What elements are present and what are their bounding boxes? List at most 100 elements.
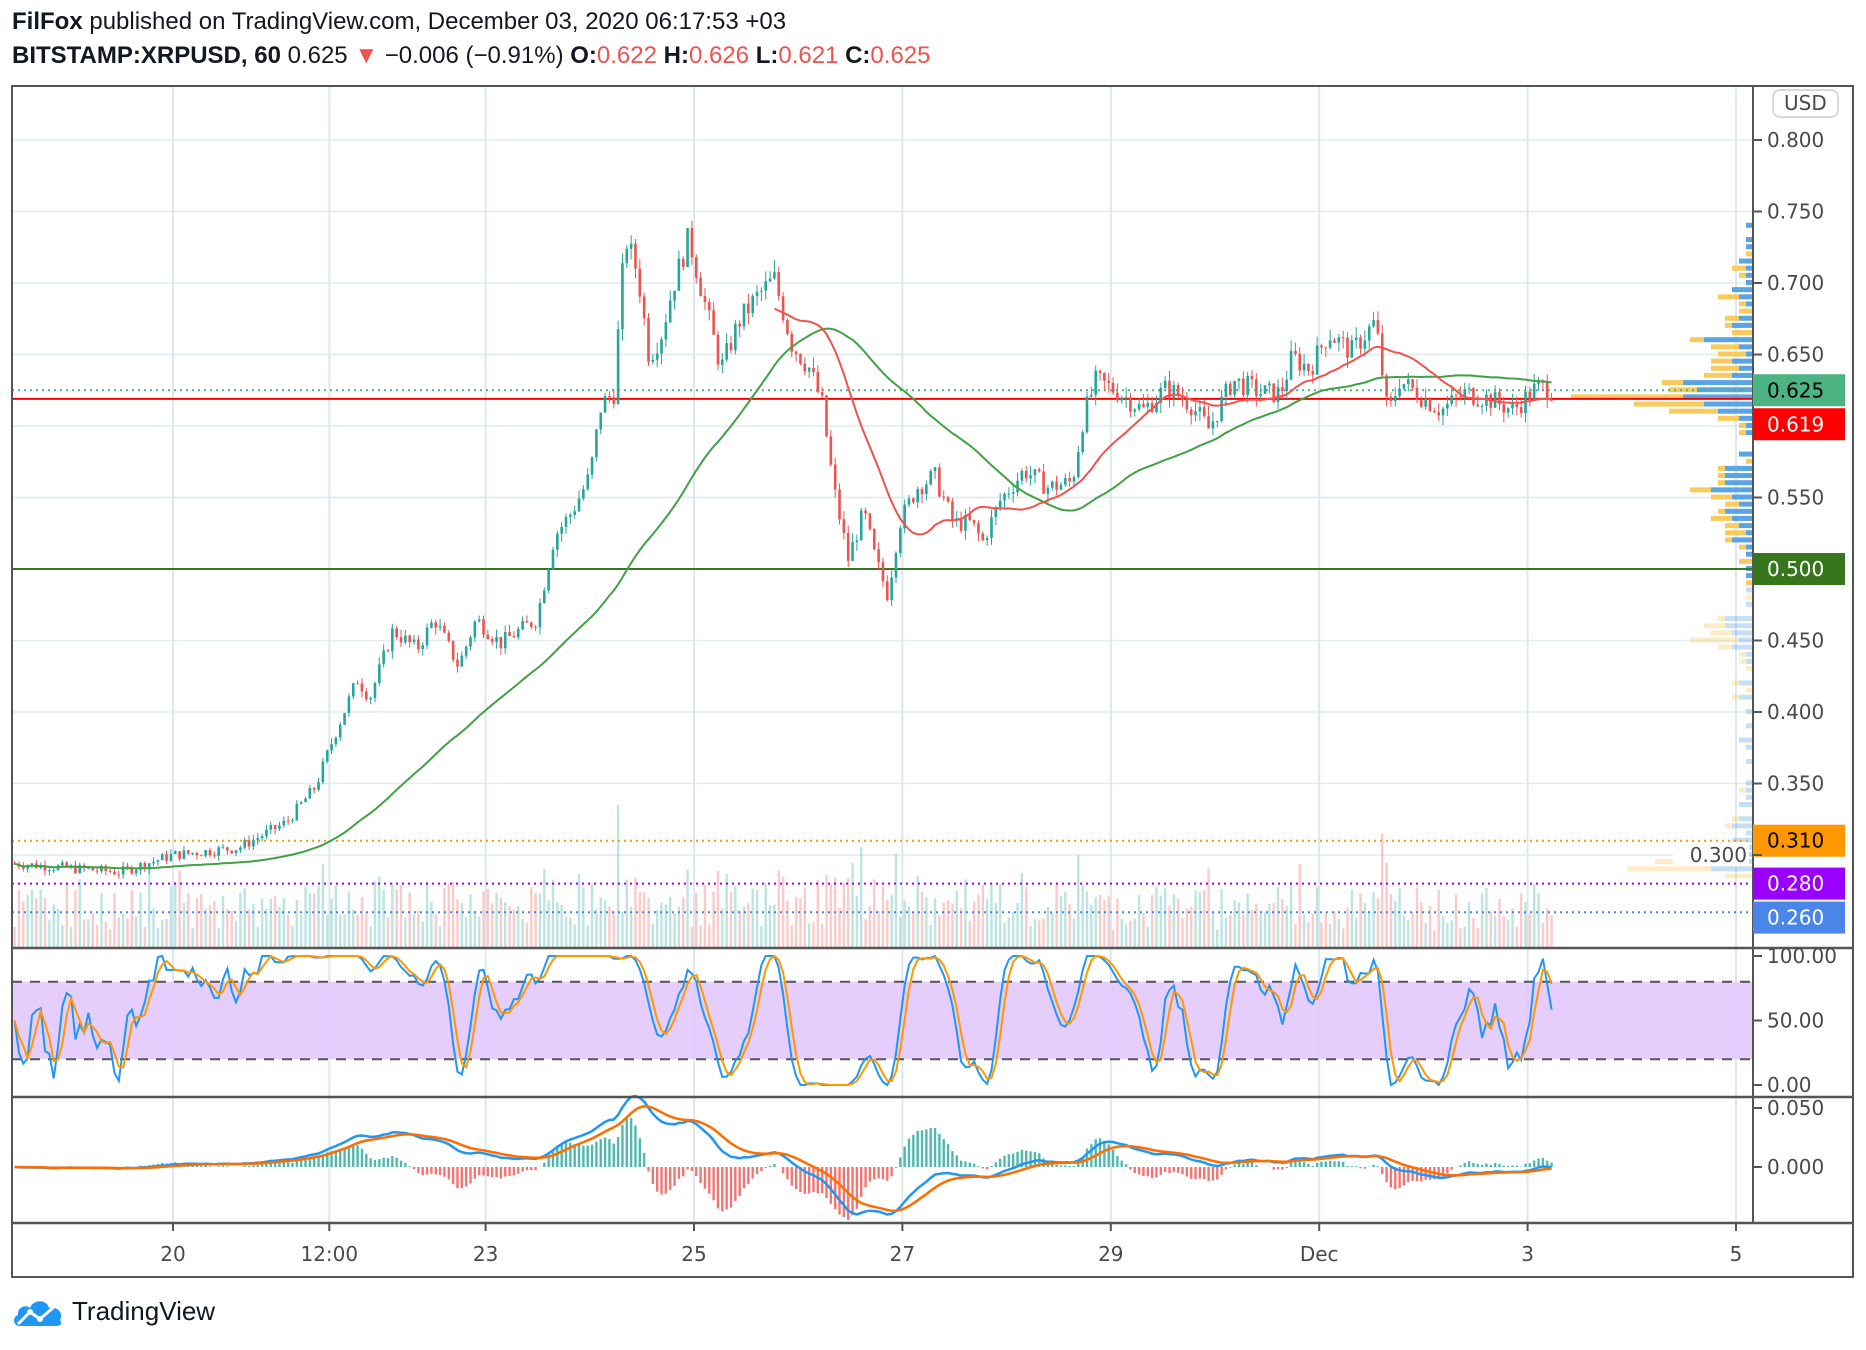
high-label: H: bbox=[663, 42, 689, 69]
volume-bar bbox=[1394, 900, 1397, 948]
candle-body bbox=[273, 825, 277, 829]
macd-histogram-bar bbox=[1246, 1162, 1249, 1167]
macd-histogram-bar bbox=[1068, 1165, 1071, 1167]
volume-bar bbox=[1059, 895, 1063, 948]
candle-body bbox=[1498, 392, 1501, 405]
macd-histogram-bar bbox=[1324, 1161, 1327, 1167]
macd-histogram-bar bbox=[786, 1167, 789, 1180]
macd-histogram-bar bbox=[582, 1145, 585, 1167]
macd-histogram-bar bbox=[794, 1167, 798, 1190]
volume-bar bbox=[790, 925, 793, 948]
volume-bar bbox=[925, 896, 928, 948]
volume-profile-down bbox=[1711, 344, 1739, 350]
candle-body bbox=[964, 515, 967, 531]
candle-body bbox=[186, 850, 190, 854]
candle-body bbox=[890, 577, 893, 601]
moving-averages bbox=[14, 307, 1552, 870]
candle-body bbox=[1033, 469, 1037, 476]
volume-profile-up bbox=[1746, 423, 1753, 428]
macd-histogram-bar bbox=[1346, 1165, 1349, 1167]
horizontal-lines[interactable] bbox=[12, 389, 1753, 914]
volume-profile-down bbox=[1704, 623, 1725, 629]
volume-profile-up bbox=[1746, 544, 1753, 550]
low-value: 0.621 bbox=[778, 42, 839, 69]
candle-body bbox=[1233, 380, 1236, 395]
volume-bar bbox=[1489, 911, 1492, 948]
volume-bar bbox=[1150, 894, 1154, 948]
price-label: 0.310 bbox=[1767, 829, 1824, 853]
candle-body bbox=[959, 518, 963, 531]
candle-body bbox=[1020, 470, 1024, 481]
macd-histogram-bar bbox=[1220, 1167, 1223, 1175]
candle-body bbox=[595, 429, 598, 458]
volume-bar bbox=[838, 908, 841, 948]
volume-profile-up bbox=[1746, 301, 1753, 307]
macd-histogram-bar bbox=[1003, 1155, 1006, 1167]
candle-body bbox=[925, 484, 928, 495]
macd-histogram-bar bbox=[1020, 1149, 1024, 1167]
volume-bar bbox=[695, 892, 698, 948]
volume-profile-up bbox=[1739, 451, 1753, 457]
price-tick-label: 0.300 bbox=[1690, 843, 1747, 867]
candle-body bbox=[369, 697, 372, 700]
volume-bar bbox=[968, 920, 971, 948]
volume-profile-down bbox=[1718, 616, 1725, 622]
volume-bar bbox=[551, 879, 555, 948]
candle-body bbox=[1467, 388, 1471, 390]
macd-histogram-bar bbox=[977, 1166, 980, 1167]
candle-body bbox=[838, 489, 841, 520]
volume-bar bbox=[877, 910, 880, 948]
volume-profile-up bbox=[1739, 501, 1753, 507]
candle-body bbox=[1424, 398, 1427, 407]
macd-histogram-bar bbox=[273, 1162, 277, 1167]
candle-body bbox=[1441, 408, 1445, 416]
volume-profile-down bbox=[1718, 644, 1732, 650]
volume-profile-down bbox=[1746, 458, 1753, 464]
candle-body bbox=[1111, 382, 1115, 393]
macd-histogram-bar bbox=[482, 1167, 485, 1176]
macd-histogram-bar bbox=[860, 1167, 863, 1197]
macd-histogram-bar bbox=[1129, 1167, 1132, 1170]
volume-bar bbox=[43, 897, 47, 948]
price-tick-label: 0.350 bbox=[1767, 772, 1824, 796]
volume-bar bbox=[1072, 918, 1076, 948]
macd-histogram-bar bbox=[499, 1167, 503, 1179]
candle-body bbox=[147, 863, 151, 870]
candle-body bbox=[499, 636, 503, 649]
volume-bar bbox=[1142, 913, 1145, 948]
candle-body bbox=[1333, 340, 1336, 343]
volume-bar bbox=[312, 893, 316, 948]
candle-body bbox=[1215, 420, 1219, 422]
volume-profile-down bbox=[1725, 501, 1739, 507]
candle-body bbox=[816, 372, 820, 393]
candle-body bbox=[560, 526, 563, 534]
candle-body bbox=[1545, 382, 1549, 400]
macd-histogram-bar bbox=[1077, 1161, 1080, 1167]
volume-profile-down bbox=[1732, 330, 1753, 336]
macd-histogram-bar bbox=[682, 1167, 685, 1177]
tradingview-logo[interactable]: TradingView bbox=[12, 1296, 215, 1327]
price-label-box bbox=[1753, 824, 1845, 857]
candle-body bbox=[430, 622, 433, 628]
candle-body bbox=[139, 863, 142, 870]
currency-button[interactable]: USD bbox=[1772, 89, 1839, 118]
candle-body bbox=[490, 638, 494, 642]
macd-histogram-bar bbox=[677, 1167, 681, 1179]
macd-histogram-bar bbox=[1372, 1164, 1375, 1167]
volume-bar bbox=[447, 883, 450, 948]
volume-profile-down bbox=[1725, 537, 1732, 543]
candle-body bbox=[794, 351, 798, 354]
volume-profile-up bbox=[1725, 465, 1753, 471]
macd-histogram-bar bbox=[1289, 1162, 1293, 1167]
volume-profile-up bbox=[1746, 272, 1753, 278]
volume-bar bbox=[560, 905, 563, 948]
logo-text: TradingView bbox=[72, 1296, 216, 1326]
volume-bar bbox=[812, 922, 815, 948]
candle-body bbox=[408, 635, 412, 643]
candle-body bbox=[1281, 387, 1284, 392]
macd-histogram-bar bbox=[703, 1167, 707, 1189]
volume-bar bbox=[1042, 918, 1045, 948]
candle-body bbox=[855, 540, 859, 543]
volume-bar bbox=[1207, 868, 1210, 948]
